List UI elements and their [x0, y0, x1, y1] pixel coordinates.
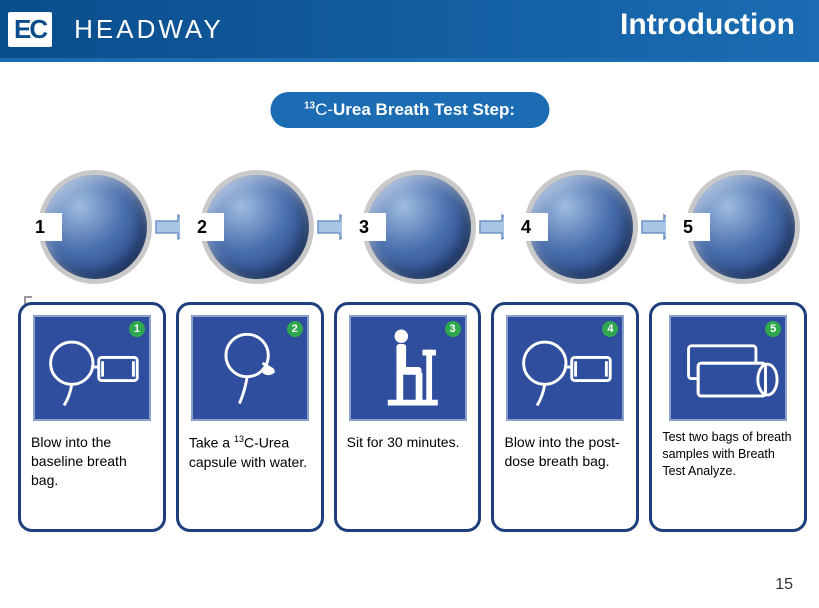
sit-icon: 3 [349, 315, 467, 421]
slide-header: EC® HEADWAY Introduction [0, 0, 819, 58]
blow-bag-icon: 4 [506, 315, 624, 421]
pill-super: 13 [304, 100, 315, 111]
step-number-badge: 2 [180, 213, 224, 241]
brand-name: HEADWAY [74, 14, 224, 45]
logo-ec: EC® [8, 12, 52, 47]
step-circle-2: 2 [200, 170, 314, 284]
step-caption: Take a 13C-Urea capsule with water. [187, 433, 313, 471]
tile-badge: 3 [445, 321, 461, 337]
step-number-badge: 3 [342, 213, 386, 241]
step-card-4: 4 Blow into the post-dose breath bag. [491, 302, 639, 532]
step-caption: Test two bags of breath samples with Bre… [660, 429, 796, 480]
tile-badge: 2 [287, 321, 303, 337]
step-circle-3: 3 [362, 170, 476, 284]
step-card-2: 2 Take a 13C-Urea capsule with water. [176, 302, 324, 532]
header-underline [0, 58, 819, 62]
step-circle-5: 5 [686, 170, 800, 284]
tile-badge: 1 [129, 321, 145, 337]
pill-bold: Urea Breath Test Step: [333, 100, 515, 119]
analyzer-icon: 5 [669, 315, 787, 421]
step-cards-row: 1 Blow into the baseline breath bag. 2 Take… [18, 302, 807, 532]
section-pill: 13C-Urea Breath Test Step: [270, 92, 549, 128]
capsule-icon: 2 [191, 315, 309, 421]
step-number-badge: 4 [504, 213, 548, 241]
step-card-1: 1 Blow into the baseline breath bag. [18, 302, 166, 532]
step-number-badge: 5 [666, 213, 710, 241]
step-number-badge: 1 [18, 213, 62, 241]
logo-block: EC® HEADWAY [0, 12, 224, 47]
step-caption: Blow into the post-dose breath bag. [502, 433, 628, 471]
step-card-3: 3 Sit for 30 minutes. [334, 302, 482, 532]
logo-registered: ® [56, 10, 62, 22]
step-caption: Sit for 30 minutes. [345, 433, 471, 452]
step-card-5: 5 Test two bags of breath samples with Br… [649, 302, 807, 532]
slide-number: 15 [775, 576, 793, 594]
pill-prefix: C- [315, 100, 333, 119]
logo-text: EC [14, 14, 46, 44]
slide-title: Introduction [620, 8, 795, 42]
blow-bag-icon: 1 [33, 315, 151, 421]
step-circles-row: 12345 [38, 170, 799, 284]
step-circle-4: 4 [524, 170, 638, 284]
step-caption: Blow into the baseline breath bag. [29, 433, 155, 490]
step-circle-1: 1 [38, 170, 152, 284]
